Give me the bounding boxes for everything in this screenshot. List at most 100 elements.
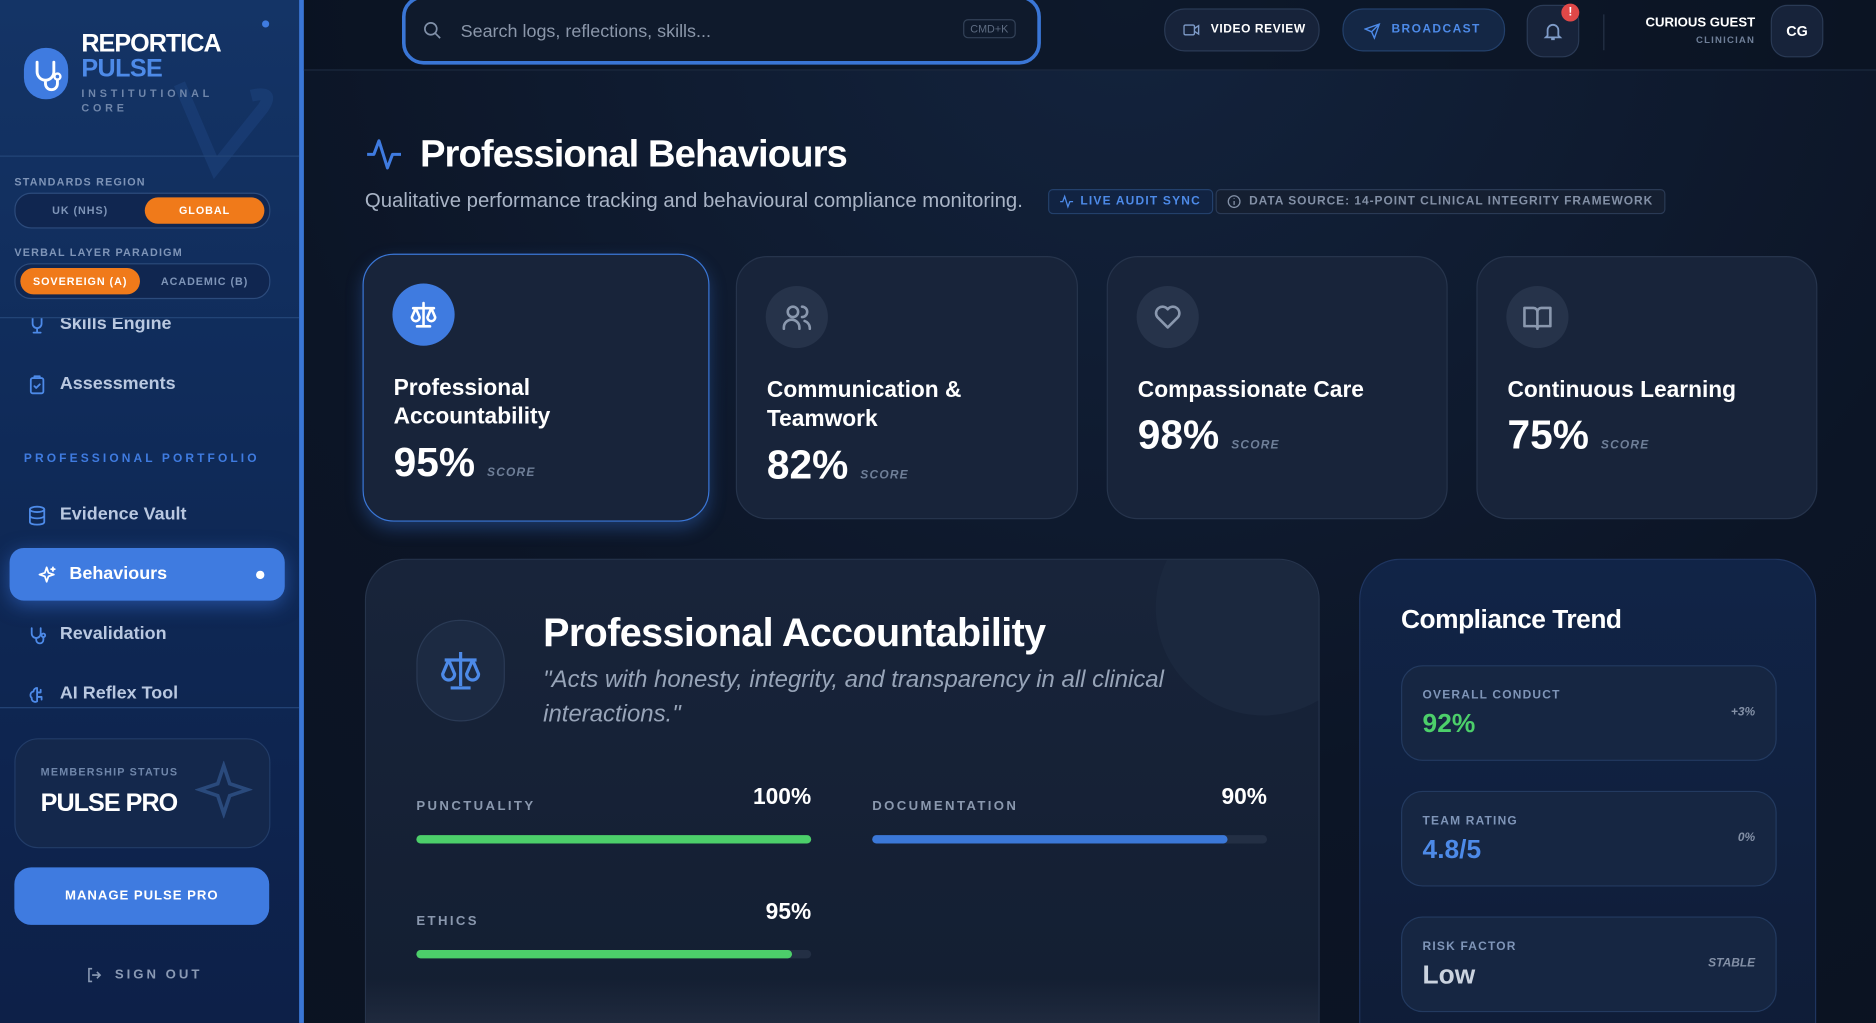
page-title: Professional Behaviours	[419, 131, 848, 175]
card-score-row: 95% SCORE	[394, 440, 536, 487]
card-score-row: 82% SCORE	[767, 443, 909, 490]
membership-card: MEMBERSHIP STATUS PULSE PRO	[14, 738, 271, 849]
divider	[0, 155, 300, 157]
video-review-button[interactable]: VIDEO REVIEW	[1164, 8, 1320, 52]
metric-track	[416, 949, 812, 959]
nav-item[interactable]: Assessments	[10, 358, 285, 411]
behaviour-card[interactable]: Compassionate Care 98% SCORE	[1106, 256, 1448, 520]
brand-sub: PULSE	[81, 55, 163, 83]
detail-icon	[416, 619, 505, 722]
user-avatar[interactable]: CG	[1770, 4, 1824, 58]
membership-label: MEMBERSHIP STATUS	[40, 765, 179, 778]
trend-item: TEAM RATING 4.8/5 0%	[1401, 790, 1777, 887]
card-title: Compassionate Care	[1137, 378, 1364, 404]
active-dot	[256, 570, 265, 580]
icon	[29, 505, 46, 526]
trend-value: 4.8/5	[1422, 833, 1482, 864]
nav-item[interactable]: Behaviours	[9, 547, 285, 601]
nav-label: Revalidation	[59, 623, 167, 644]
fade	[366, 978, 1319, 1023]
trend-label: TEAM RATING	[1422, 814, 1518, 828]
card-icon	[392, 283, 455, 346]
behaviour-card[interactable]: Professional Accountability 95% SCORE	[362, 253, 710, 522]
badge-label: DATA SOURCE: 14-POINT CLINICAL INTEGRITY…	[1249, 195, 1654, 209]
source-badge: DATA SOURCE: 14-POINT CLINICAL INTEGRITY…	[1215, 189, 1666, 215]
card-score: 95%	[393, 440, 476, 486]
detail-title: Professional Accountability	[543, 610, 1046, 655]
live-badge: LIVE AUDIT SYNC	[1048, 189, 1213, 215]
section-label: VERBAL LAYER PARADIGM	[14, 246, 183, 259]
search-placeholder: Search logs, reflections, skills...	[460, 21, 711, 42]
toggle-option[interactable]: ACADEMIC (B)	[160, 275, 249, 288]
metric-bar	[872, 835, 1228, 844]
nav-item[interactable]: Revalidation	[10, 608, 285, 661]
card-score: 82%	[766, 442, 849, 489]
button-label: VIDEO REVIEW	[1210, 22, 1306, 36]
notifications-button[interactable]: !	[1526, 3, 1580, 58]
icon	[38, 566, 56, 583]
toggle-option[interactable]: GLOBAL	[144, 197, 265, 224]
shortcut: CMD+K	[963, 19, 1016, 39]
page-subtitle: Qualitative performance tracking and beh…	[364, 189, 1023, 212]
metric-track	[416, 835, 812, 844]
brand-name: REPORTICA	[81, 29, 221, 58]
membership-value: PULSE PRO	[40, 789, 179, 818]
nav-section: PROFESSIONAL PORTFOLIO	[23, 452, 260, 466]
nav-label: Evidence Vault	[59, 503, 187, 525]
region-toggle: UK (NHS) GLOBAL	[14, 192, 271, 229]
trend-item: OVERALL CONDUCT 92% +3%	[1401, 665, 1777, 761]
trend-panel: Compliance Trend OVERALL CONDUCT 92% +3% TE…	[1359, 558, 1817, 1023]
broadcast-button[interactable]: BROADCAST	[1342, 8, 1506, 52]
logo-icon	[23, 47, 69, 100]
trend-value: Low	[1422, 959, 1476, 990]
trend-label: OVERALL CONDUCT	[1422, 689, 1561, 703]
topbar: Search logs, reflections, skills... CMD+…	[303, 0, 1876, 71]
paradigm-toggle: SOVEREIGN (A) ACADEMIC (B)	[14, 263, 271, 300]
detail-panel: Professional Accountability "Acts with h…	[364, 558, 1320, 1023]
nav-item[interactable]: Evidence Vault	[10, 488, 285, 541]
behaviour-card[interactable]: Communication & Teamwork 82% SCORE	[735, 256, 1078, 520]
divider	[0, 317, 300, 319]
metric-bar	[416, 949, 792, 959]
icon	[29, 375, 45, 395]
icon	[1523, 306, 1552, 331]
sidebar: REPORTICA PULSE INSTITUTIONAL CORE STAND…	[0, 0, 304, 1023]
card-score-label: SCORE	[1600, 439, 1650, 453]
card-score-label: SCORE	[860, 469, 909, 483]
trend-delta: +3%	[1730, 705, 1756, 720]
trend-value: 92%	[1422, 708, 1476, 739]
membership-watermark	[195, 760, 253, 819]
card-score-label: SCORE	[487, 466, 536, 480]
section-label: STANDARDS REGION	[14, 175, 146, 188]
nav-label: Skills Engine	[59, 313, 172, 334]
toggle-option[interactable]: UK (NHS)	[52, 204, 109, 217]
sign-out[interactable]: SIGN OUT	[114, 967, 203, 983]
nav-label: AI Reflex Tool	[59, 683, 179, 704]
metric-label: ETHICS	[416, 914, 479, 929]
card-score: 75%	[1507, 412, 1589, 459]
nav-group: Skills Engine Assessments	[0, 313, 299, 706]
divider	[1603, 14, 1605, 51]
metric-value: 100%	[753, 784, 812, 810]
manage-button[interactable]: MANAGE PULSE PRO	[14, 867, 270, 925]
metric-bar	[416, 835, 812, 844]
button-label: BROADCAST	[1391, 22, 1481, 36]
nav-item[interactable]: Skills Engine	[10, 313, 285, 350]
status-dot	[262, 20, 270, 28]
icon	[1154, 305, 1181, 329]
nav-label: Assessments	[59, 373, 176, 394]
user-name: CURIOUS GUEST	[1645, 15, 1756, 30]
card-icon	[765, 285, 828, 349]
card-title: Professional Accountability	[393, 375, 551, 430]
icon	[782, 305, 812, 331]
divider	[0, 707, 300, 709]
icon	[30, 627, 47, 645]
metric-value: 90%	[1221, 784, 1268, 810]
search-box[interactable]: Search logs, reflections, skills... CMD+…	[402, 0, 1041, 65]
behaviour-card[interactable]: Continuous Learning 75% SCORE	[1476, 256, 1818, 520]
metric-track	[872, 835, 1268, 844]
nav-item[interactable]: AI Reflex Tool	[10, 668, 285, 721]
toggle-option[interactable]: SOVEREIGN (A)	[20, 268, 140, 295]
